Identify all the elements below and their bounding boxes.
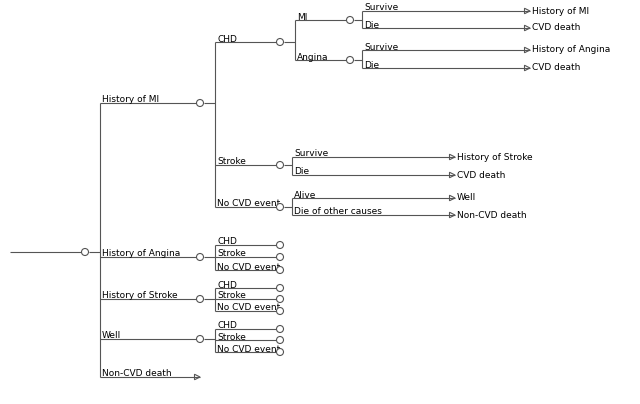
Text: History of MI: History of MI bbox=[102, 95, 159, 105]
Circle shape bbox=[276, 295, 284, 303]
Text: No CVD event: No CVD event bbox=[217, 263, 280, 271]
Text: Non-CVD death: Non-CVD death bbox=[102, 370, 172, 379]
Circle shape bbox=[346, 57, 353, 63]
Circle shape bbox=[196, 335, 204, 343]
Circle shape bbox=[276, 349, 284, 356]
Text: CVD death: CVD death bbox=[532, 63, 580, 72]
Text: No CVD event: No CVD event bbox=[217, 200, 280, 208]
Circle shape bbox=[276, 284, 284, 292]
Text: CHD: CHD bbox=[217, 322, 237, 330]
Circle shape bbox=[276, 242, 284, 248]
Text: Survive: Survive bbox=[294, 149, 328, 158]
Text: Survive: Survive bbox=[364, 4, 398, 13]
Text: No CVD event: No CVD event bbox=[217, 303, 280, 313]
Text: CHD: CHD bbox=[217, 238, 237, 246]
Circle shape bbox=[196, 253, 204, 261]
Text: History of Angina: History of Angina bbox=[532, 46, 611, 55]
Circle shape bbox=[276, 326, 284, 332]
Text: History of Stroke: History of Stroke bbox=[457, 152, 532, 162]
Text: History of Stroke: History of Stroke bbox=[102, 292, 178, 301]
Text: Die: Die bbox=[294, 168, 309, 177]
Text: Well: Well bbox=[457, 194, 476, 202]
Circle shape bbox=[196, 99, 204, 107]
Circle shape bbox=[276, 162, 284, 168]
Circle shape bbox=[196, 295, 204, 303]
Text: MI: MI bbox=[297, 13, 307, 21]
Text: CHD: CHD bbox=[217, 280, 237, 290]
Text: Stroke: Stroke bbox=[217, 250, 246, 259]
Text: Non-CVD death: Non-CVD death bbox=[457, 210, 527, 219]
Text: History of Angina: History of Angina bbox=[102, 250, 180, 259]
Text: Die: Die bbox=[364, 21, 379, 29]
Circle shape bbox=[276, 204, 284, 210]
Circle shape bbox=[276, 267, 284, 274]
Text: Alive: Alive bbox=[294, 191, 316, 200]
Circle shape bbox=[346, 17, 353, 23]
Circle shape bbox=[276, 253, 284, 261]
Text: Well: Well bbox=[102, 332, 121, 341]
Circle shape bbox=[276, 38, 284, 46]
Text: Survive: Survive bbox=[364, 42, 398, 51]
Text: Stroke: Stroke bbox=[217, 158, 246, 166]
Text: Stroke: Stroke bbox=[217, 332, 246, 341]
Circle shape bbox=[276, 307, 284, 314]
Text: CVD death: CVD death bbox=[532, 23, 580, 32]
Text: No CVD event: No CVD event bbox=[217, 345, 280, 354]
Text: CVD death: CVD death bbox=[457, 170, 506, 179]
Text: Die: Die bbox=[364, 61, 379, 69]
Text: History of MI: History of MI bbox=[532, 6, 589, 15]
Text: CHD: CHD bbox=[217, 34, 237, 44]
Circle shape bbox=[276, 337, 284, 343]
Text: Angina: Angina bbox=[297, 53, 328, 61]
Text: Die of other causes: Die of other causes bbox=[294, 208, 382, 217]
Text: Stroke: Stroke bbox=[217, 292, 246, 301]
Circle shape bbox=[81, 248, 88, 255]
